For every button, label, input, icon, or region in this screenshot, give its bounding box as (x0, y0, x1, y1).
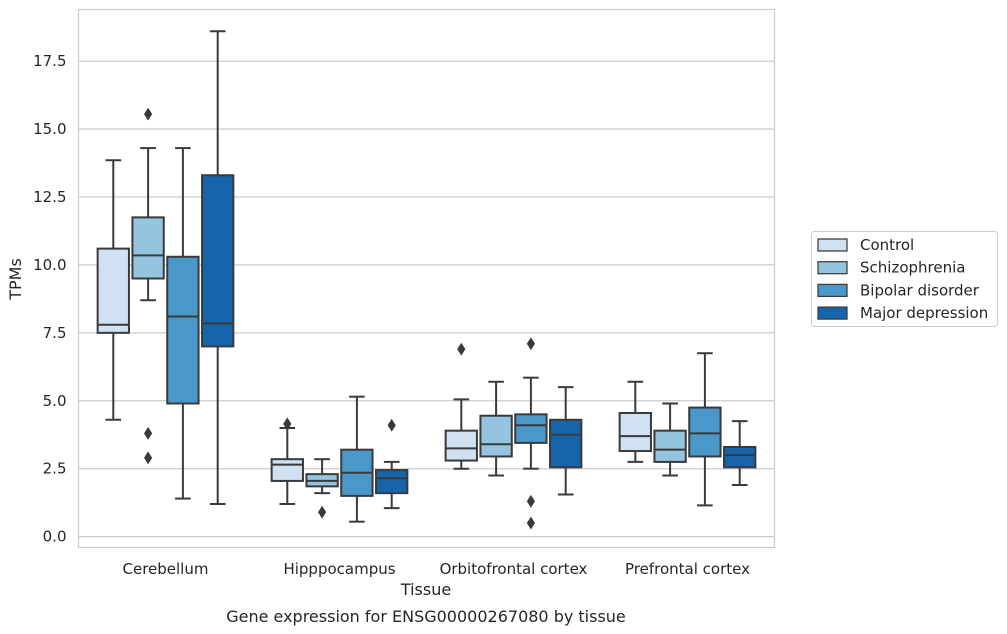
outlier-point (144, 451, 153, 465)
legend-label: Schizophrenia (860, 259, 965, 277)
legend-label: Major depression (860, 304, 988, 322)
y-tick-label: 0.0 (43, 528, 67, 546)
plot-area (96, 30, 757, 530)
y-tick-label: 15.0 (33, 120, 66, 138)
x-tick-label: Orbitofrontal cortex (440, 560, 588, 578)
y-tick-labels: 0.0 2.5 5.0 7.5 10.0 12.5 15.0 17.5 (33, 52, 66, 546)
box (618, 412, 652, 453)
y-tick-label: 5.0 (43, 392, 67, 410)
box (688, 406, 722, 458)
x-axis-title: Tissue (400, 580, 451, 599)
legend-swatch (817, 306, 848, 320)
legend-frame (811, 231, 998, 327)
y-tick-label: 7.5 (43, 324, 67, 342)
outlier-point (387, 418, 396, 432)
x-tick-label: Prefrontal cortex (625, 560, 750, 578)
box (201, 174, 235, 348)
box (479, 414, 513, 458)
x-tick-labels: Cerebellum Hipppocampus Orbitofrontal cort… (123, 560, 751, 578)
legend-swatch (817, 283, 848, 298)
x-tick-label: Cerebellum (123, 560, 209, 578)
box (375, 469, 409, 495)
outlier-point (457, 342, 466, 356)
outlier-point (318, 505, 327, 519)
outlier-point (526, 516, 535, 530)
outlier-point (144, 107, 153, 121)
y-tick-label: 10.0 (33, 256, 66, 274)
box (444, 429, 478, 462)
outlier-point (526, 494, 535, 508)
box (723, 445, 757, 469)
legend-label: Bipolar disorder (860, 281, 980, 299)
outlier-point (526, 337, 535, 351)
y-axis-title: TPMs (6, 258, 25, 301)
y-tick-label: 12.5 (33, 188, 66, 206)
x-tick-label: Hipppocampus (283, 560, 395, 578)
box (514, 413, 548, 444)
outlier-point (144, 426, 153, 440)
legend-label: Control (860, 236, 914, 254)
legend-swatch (817, 261, 848, 275)
y-tick-label: 17.5 (33, 52, 66, 70)
box (131, 216, 165, 280)
box (96, 247, 130, 334)
chart-caption: Gene expression for ENSG00000267080 by t… (226, 607, 626, 626)
box (270, 458, 304, 482)
legend-swatch (817, 238, 848, 252)
box (166, 255, 200, 405)
outlier-point (283, 417, 292, 431)
legend: Control Schizophrenia Bipolar disorder Majo… (811, 231, 998, 327)
box (653, 429, 687, 463)
box (549, 418, 583, 469)
plot-frame (77, 8, 776, 549)
y-tick-label: 2.5 (43, 460, 67, 478)
